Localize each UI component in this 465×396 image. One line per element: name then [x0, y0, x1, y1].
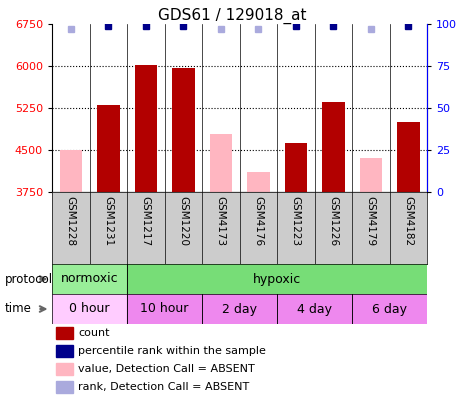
Bar: [202, 294, 277, 324]
Bar: [247, 172, 270, 192]
Text: percentile rank within the sample: percentile rank within the sample: [78, 346, 266, 356]
Text: GSM1223: GSM1223: [291, 196, 301, 246]
Text: count: count: [78, 328, 110, 338]
Text: protocol: protocol: [5, 272, 53, 286]
Bar: [359, 158, 382, 192]
Text: GSM4176: GSM4176: [253, 196, 263, 246]
Bar: [56, 381, 73, 394]
Bar: [97, 105, 120, 192]
Bar: [397, 122, 419, 192]
Text: GSM4173: GSM4173: [216, 196, 226, 246]
Text: 2 day: 2 day: [222, 303, 257, 316]
Text: GSM4179: GSM4179: [366, 196, 376, 246]
Text: value, Detection Call = ABSENT: value, Detection Call = ABSENT: [78, 364, 255, 374]
Text: 6 day: 6 day: [372, 303, 407, 316]
Bar: [322, 103, 345, 192]
Text: rank, Detection Call = ABSENT: rank, Detection Call = ABSENT: [78, 382, 250, 392]
Text: GSM1217: GSM1217: [141, 196, 151, 246]
Text: GDS61 / 129018_at: GDS61 / 129018_at: [158, 8, 307, 24]
Text: GSM4182: GSM4182: [403, 196, 413, 246]
Bar: [52, 264, 127, 294]
Text: GSM1228: GSM1228: [66, 196, 76, 246]
Bar: [285, 143, 307, 192]
Text: GSM1231: GSM1231: [103, 196, 113, 246]
Bar: [52, 294, 127, 324]
Bar: [127, 294, 202, 324]
Bar: [172, 68, 194, 192]
Bar: [210, 134, 232, 192]
Bar: [60, 150, 82, 192]
Bar: [56, 327, 73, 339]
Bar: [56, 345, 73, 358]
Bar: [277, 294, 352, 324]
Bar: [127, 264, 427, 294]
Text: 10 hour: 10 hour: [140, 303, 189, 316]
Bar: [134, 65, 157, 192]
Text: normoxic: normoxic: [61, 272, 118, 286]
Text: time: time: [5, 303, 32, 316]
Text: 0 hour: 0 hour: [69, 303, 110, 316]
Bar: [56, 362, 73, 375]
Text: GSM1226: GSM1226: [328, 196, 338, 246]
Text: 4 day: 4 day: [297, 303, 332, 316]
Bar: [352, 294, 427, 324]
Text: hypoxic: hypoxic: [253, 272, 301, 286]
Text: GSM1220: GSM1220: [178, 196, 188, 246]
